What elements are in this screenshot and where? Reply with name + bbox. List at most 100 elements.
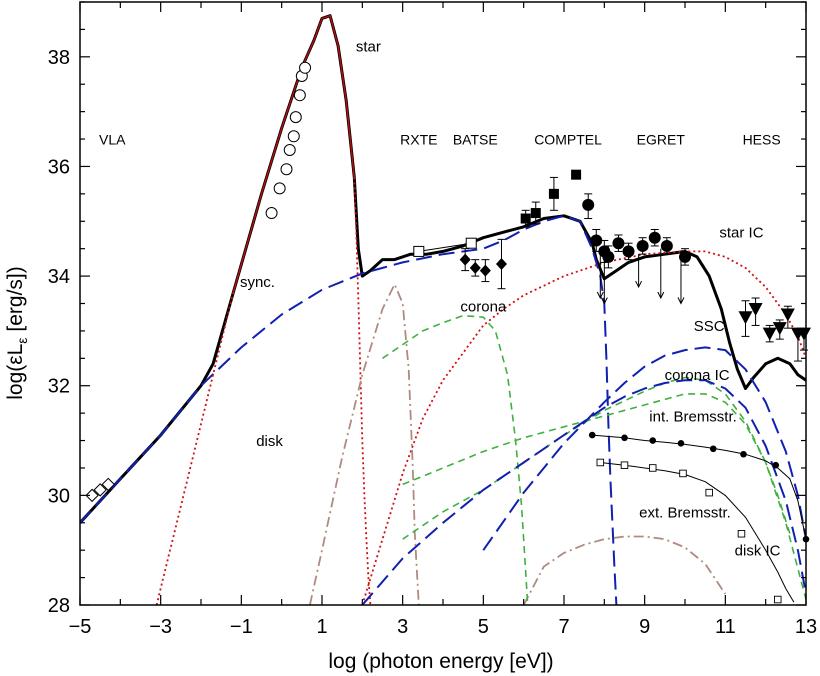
- x-tick-label-3: 1: [316, 616, 327, 638]
- curve-label-0: star: [356, 38, 381, 55]
- open-diamond-point-2: [101, 477, 115, 492]
- series-line-6: [309, 283, 420, 605]
- series-line-0: [80, 14, 806, 524]
- small-open-square-point-1: [620, 461, 629, 469]
- small-filled-circle-point-2: [649, 437, 657, 444]
- open-square-point-1: [465, 237, 477, 249]
- small-open-square-point-2: [648, 464, 657, 472]
- curve-label-3: star IC: [719, 225, 763, 242]
- series-line-12: [482, 346, 806, 551]
- filled-circle-point-1: [590, 234, 603, 247]
- x-tick-label-2: −1: [230, 616, 253, 638]
- filled-circle-point-5: [622, 245, 635, 258]
- curve-label-7: int. Bremsstr.: [649, 408, 737, 425]
- curve-label-1: sync.: [240, 274, 275, 291]
- band-label-0: VLA: [99, 132, 126, 148]
- y-axis-title-main: log(εL: [4, 344, 27, 400]
- filled-square-point-1: [530, 208, 541, 219]
- series-line-14: [600, 462, 795, 603]
- filled-triangle-point-3: [772, 322, 787, 336]
- small-filled-circle-point-0: [588, 431, 596, 439]
- filled-circle-point-0: [582, 198, 595, 211]
- open-circle-point-5: [289, 111, 302, 124]
- upper-limit-arrow-2: [635, 280, 643, 289]
- open-circle-point-1: [273, 182, 286, 195]
- filled-diamond-point-0: [459, 253, 471, 266]
- filled-diamond-point-1: [469, 261, 481, 274]
- x-tick-label-9: 13: [795, 616, 817, 638]
- filled-triangle-point-4: [780, 308, 795, 322]
- band-label-4: EGRET: [637, 132, 686, 148]
- filled-diamond-point-3: [495, 258, 507, 271]
- small-filled-circle-point-5: [740, 450, 747, 458]
- small-filled-circle-point-4: [709, 445, 717, 453]
- upper-limit-arrow-4: [677, 297, 685, 305]
- series-line-7: [522, 535, 727, 605]
- open-circle-point-8: [299, 61, 312, 74]
- x-tick-label-8: 11: [715, 616, 736, 638]
- small-filled-circle-point-1: [621, 434, 628, 442]
- small-open-square-point-4: [705, 488, 713, 497]
- x-tick-label-7: 9: [639, 616, 650, 638]
- curve-label-2: corona: [460, 299, 507, 316]
- x-tick-label-5: 5: [478, 616, 489, 638]
- curve-label-8: ext. Bremsstr.: [639, 504, 731, 521]
- filled-triangle-point-1: [748, 302, 763, 316]
- curve-label-5: corona IC: [665, 367, 730, 384]
- series-line-1: [232, 14, 356, 293]
- y-axis-title-sub: ε: [14, 337, 30, 343]
- series-line-8: [382, 314, 529, 605]
- filled-diamond-point-2: [479, 264, 491, 277]
- y-tick-label-3: 34: [48, 266, 70, 288]
- open-square-connector: [418, 242, 472, 252]
- filled-circle-point-9: [679, 250, 691, 263]
- y-tick-label-4: 36: [48, 156, 70, 178]
- upper-limit-arrow-1: [600, 297, 608, 305]
- small-open-square-point-0: [596, 458, 605, 467]
- markers-group: [85, 61, 811, 604]
- band-label-1: RXTE: [400, 132, 437, 148]
- upper-limit-arrow-0: [596, 291, 604, 300]
- filled-square-point-2: [548, 188, 559, 199]
- series-line-11: [361, 379, 806, 605]
- series-line-13: [592, 434, 806, 540]
- series-line-10: [402, 376, 806, 600]
- small-filled-circle-point-3: [677, 439, 685, 447]
- series-line-3: [155, 292, 235, 605]
- x-tick-label-1: −3: [149, 616, 172, 638]
- open-circle-point-6: [293, 89, 306, 102]
- y-axis-title-tail: [erg/s]): [4, 266, 27, 337]
- band-label-2: BATSE: [453, 132, 498, 148]
- filled-circle-point-4: [612, 237, 625, 250]
- x-tick-label-6: 7: [558, 616, 569, 638]
- curve-label-9: disk IC: [735, 543, 781, 560]
- series-line-4: [353, 177, 372, 605]
- filled-circle-point-3: [602, 250, 615, 263]
- filled-circle-point-6: [636, 239, 649, 252]
- filled-square-point-0: [520, 213, 531, 224]
- open-circle-point-0: [265, 207, 278, 220]
- filled-triangle-point-2: [762, 327, 777, 341]
- small-open-square-point-5: [737, 529, 746, 538]
- filled-triangle-point-0: [738, 311, 753, 325]
- open-circle-point-4: [287, 130, 300, 143]
- small-open-square-point-3: [679, 469, 687, 478]
- band-label-3: COMPTEL: [534, 132, 602, 148]
- y-tick-label-1: 30: [48, 485, 70, 507]
- small-filled-circle-point-6: [772, 461, 780, 469]
- y-tick-label-5: 38: [48, 47, 70, 69]
- series-line-2: [80, 214, 618, 605]
- curve-label-6: disk: [256, 433, 283, 450]
- open-circle-point-2: [280, 163, 293, 176]
- filled-square-point-3: [571, 169, 582, 180]
- filled-triangle-point-6: [796, 327, 811, 341]
- curve-label-4: SSC: [694, 318, 725, 335]
- filled-circle-point-8: [660, 239, 673, 252]
- band-label-5: HESS: [743, 132, 781, 148]
- filled-circle-point-7: [648, 231, 661, 244]
- x-tick-label-4: 3: [397, 616, 408, 638]
- open-diamond-point-1: [93, 483, 107, 497]
- x-tick-label-0: −5: [69, 616, 92, 638]
